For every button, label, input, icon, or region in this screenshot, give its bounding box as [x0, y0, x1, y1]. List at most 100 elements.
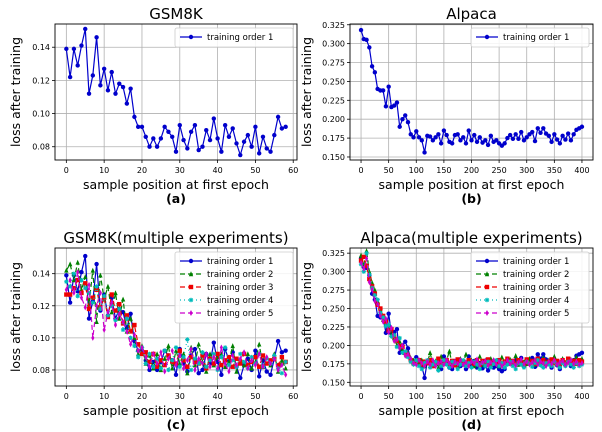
data-point	[136, 347, 140, 354]
data-point	[90, 295, 96, 300]
y-tick-label: 0.200	[322, 341, 345, 350]
data-point	[245, 132, 251, 138]
y-tick-label: 0.14	[32, 270, 50, 279]
x-tick-label: 0	[358, 166, 363, 175]
x-tick-label: 400	[574, 166, 589, 175]
data-point	[98, 272, 103, 278]
data-point	[434, 363, 438, 370]
x-tick-label: 0	[64, 392, 69, 401]
data-point	[450, 363, 454, 370]
data-point	[279, 370, 285, 376]
data-point	[494, 361, 498, 368]
data-point	[394, 100, 400, 105]
data-point	[79, 290, 84, 296]
data-point	[283, 365, 288, 371]
data-point	[181, 354, 186, 360]
y-tick-label: 0.12	[32, 76, 50, 85]
data-point	[230, 364, 235, 369]
data-point	[181, 351, 186, 357]
data-point	[568, 138, 574, 143]
data-point	[238, 375, 243, 381]
data-point	[272, 353, 277, 358]
data-point	[464, 359, 468, 366]
data-point	[480, 359, 485, 366]
legend-label: training order 1	[503, 33, 569, 43]
data-point	[433, 359, 438, 364]
data-point	[253, 124, 258, 130]
data-point	[458, 138, 463, 143]
data-point	[64, 279, 69, 284]
data-point	[185, 357, 189, 364]
data-point	[532, 138, 538, 144]
data-point	[147, 144, 152, 149]
data-point	[140, 344, 144, 351]
data-point	[124, 316, 130, 321]
data-point	[67, 74, 73, 80]
data-point	[427, 134, 433, 139]
data-point	[525, 358, 529, 365]
data-point	[246, 365, 250, 372]
data-point	[204, 350, 208, 357]
x-tick-label: 0	[358, 392, 363, 401]
data-point	[416, 135, 422, 140]
data-point	[124, 313, 130, 318]
data-point	[181, 358, 186, 363]
data-point	[170, 358, 175, 363]
data-point	[215, 351, 220, 357]
data-point	[503, 360, 507, 367]
data-point	[227, 368, 231, 375]
data-point	[94, 261, 99, 267]
data-point	[502, 365, 507, 370]
data-point	[162, 124, 167, 130]
data-point	[249, 365, 254, 371]
data-point	[372, 70, 378, 75]
data-point	[264, 146, 269, 151]
data-point	[381, 318, 385, 325]
data-point	[158, 358, 164, 363]
data-point	[177, 348, 182, 353]
data-point	[90, 267, 96, 273]
data-point	[110, 299, 114, 306]
data-point	[447, 360, 452, 367]
data-point	[163, 368, 167, 375]
data-point	[75, 63, 80, 68]
y-axis-label: loss after training	[299, 262, 314, 372]
data-point	[211, 340, 217, 345]
y-tick-label: 0.250	[322, 305, 345, 314]
plot-frame	[54, 247, 298, 387]
data-point	[383, 324, 389, 329]
data-point	[79, 277, 84, 283]
data-point	[178, 352, 182, 359]
data-point	[193, 366, 197, 373]
data-point	[234, 141, 239, 146]
data-point	[170, 365, 175, 371]
data-point	[362, 265, 366, 272]
data-point	[458, 357, 463, 364]
data-point	[196, 370, 201, 376]
panel-caption: (b)	[461, 191, 481, 206]
data-point	[447, 365, 452, 370]
x-tick-label: 50	[250, 392, 260, 401]
data-point	[71, 271, 77, 276]
panel-caption: (a)	[166, 191, 186, 206]
data-point	[283, 359, 288, 365]
data-point	[280, 362, 284, 369]
data-point	[533, 357, 537, 364]
data-point	[238, 361, 243, 366]
series-4	[358, 250, 585, 373]
data-point	[420, 360, 424, 367]
legend-marker	[484, 284, 490, 290]
data-point	[234, 356, 239, 361]
data-point	[219, 354, 224, 360]
x-tick-label: 200	[464, 392, 479, 401]
data-point	[394, 326, 400, 332]
data-point	[132, 343, 137, 349]
data-point	[466, 357, 471, 363]
data-point	[245, 351, 251, 357]
data-point	[162, 362, 167, 368]
data-point	[87, 281, 91, 288]
data-point	[414, 357, 419, 363]
data-point	[86, 290, 92, 296]
legend-marker	[484, 34, 490, 40]
data-point	[275, 362, 281, 368]
